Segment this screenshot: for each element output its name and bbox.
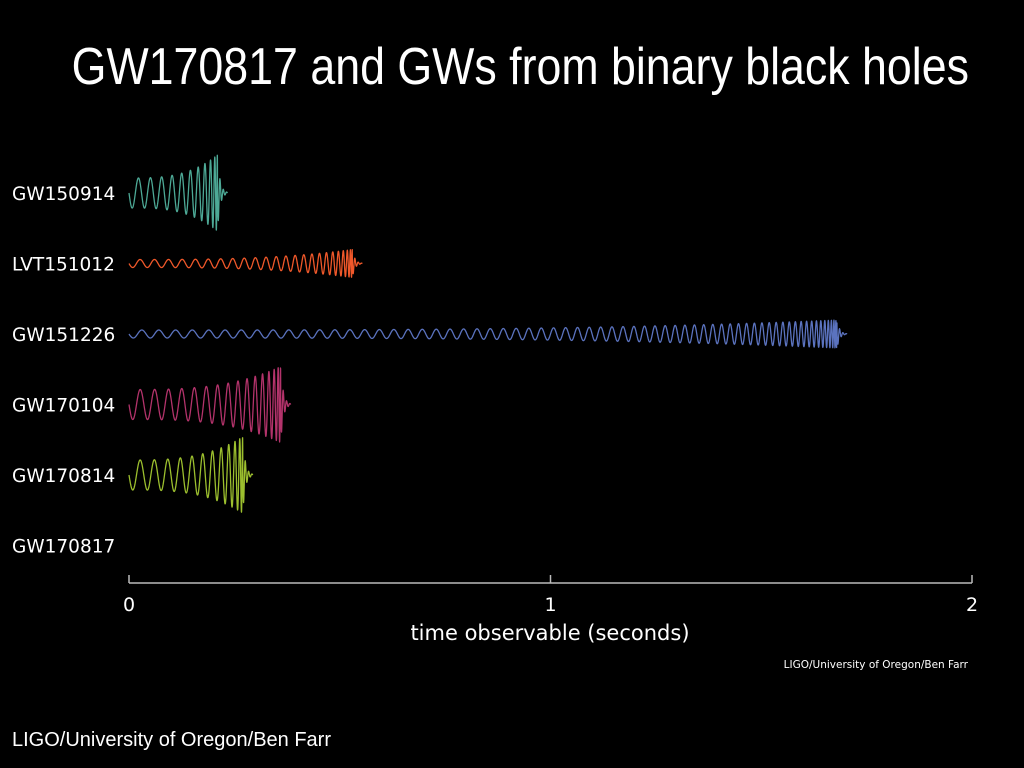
waveform-trace [128,367,292,443]
event-label: GW150914 [12,184,115,205]
event-label: GW170814 [12,466,115,487]
event-label: LVT151012 [12,255,115,276]
x-axis-label: time observable (seconds) [410,621,689,645]
waveform-traces [128,154,848,513]
x-tick-label: 0 [123,594,135,616]
waveform-trace [128,437,254,513]
x-tick-label: 2 [966,594,978,616]
event-labels: GW150914 LVT151012 GW151226 GW170104 GW17081… [12,184,115,558]
waveform-trace [128,154,229,231]
chart-credit: LIGO/University of Oregon/Ben Farr [784,659,969,671]
x-tick-label: 1 [544,594,556,616]
event-label: GW151226 [12,325,115,346]
waveform-trace [128,319,848,349]
event-label: GW170104 [12,396,115,417]
footer-credit: LIGO/University of Oregon/Ben Farr [12,729,332,751]
event-label: GW170817 [12,537,115,558]
x-axis: 0 1 2 [123,575,978,616]
slide-title: GW170817 and GWs from binary black holes [71,38,969,96]
waveform-trace [128,248,363,278]
